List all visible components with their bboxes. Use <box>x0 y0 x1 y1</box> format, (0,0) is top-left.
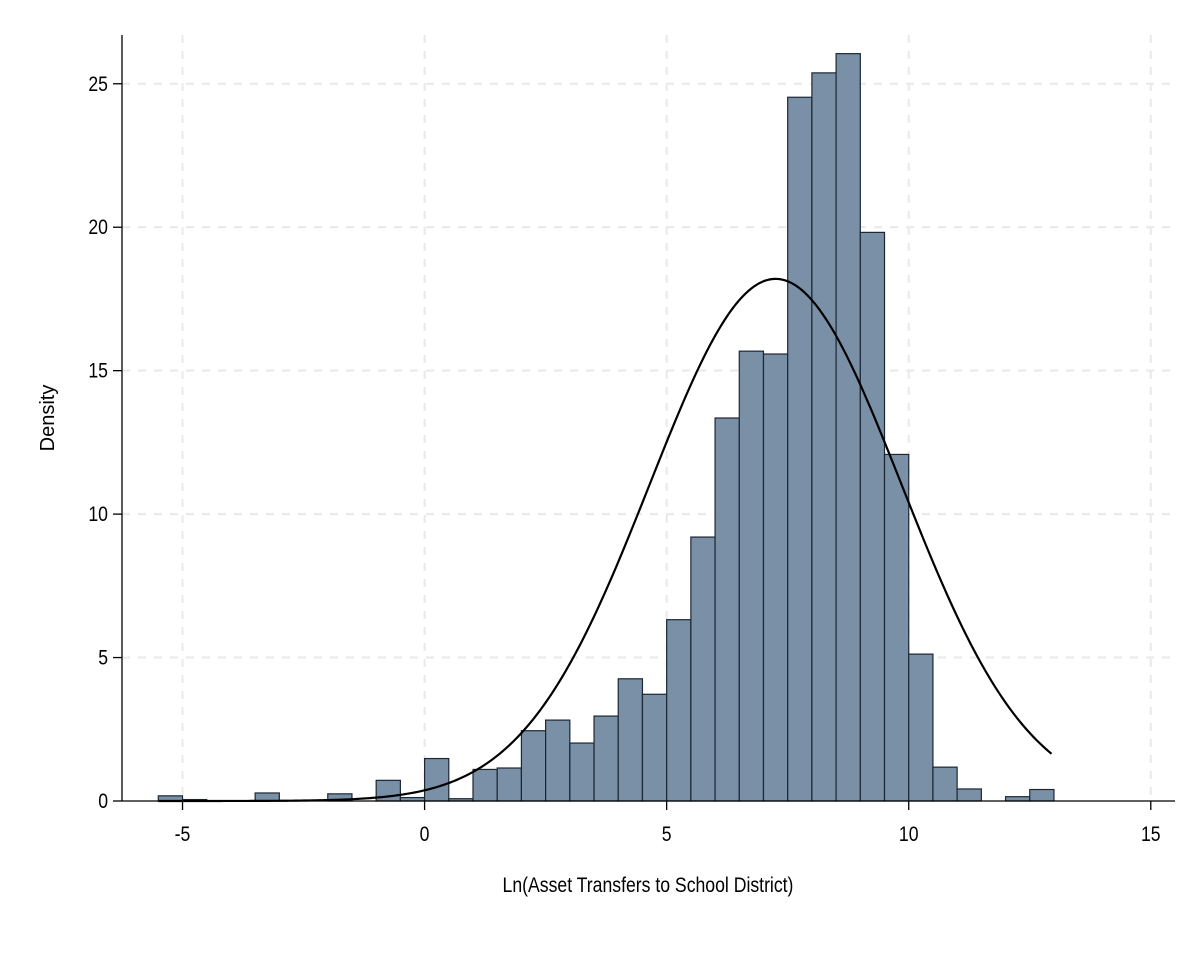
histogram-bar <box>593 715 619 802</box>
y-tick-label: 25 <box>88 72 108 96</box>
y-tick-label: 20 <box>88 216 108 240</box>
histogram-bar <box>545 719 571 802</box>
x-axis-title: Ln(Asset Transfers to School District) <box>503 874 794 898</box>
histogram-bar <box>1029 788 1055 802</box>
histogram-bar <box>496 767 523 802</box>
histogram-bar <box>666 619 692 802</box>
histogram-bar <box>956 788 982 802</box>
tick-marks: -5 0 5 10 15 0 5 10 15 20 25 <box>88 72 1160 846</box>
histogram-bar <box>859 231 886 802</box>
histogram-bar <box>738 350 765 802</box>
histogram-bar <box>423 757 450 802</box>
histogram-bar <box>908 653 934 802</box>
histogram-bar <box>617 678 644 802</box>
x-tick-label: 10 <box>899 823 919 847</box>
histogram-bars <box>157 53 1055 802</box>
y-tick-label: 15 <box>88 359 108 383</box>
histogram-bar <box>787 96 813 802</box>
y-tick-label: 10 <box>88 503 108 527</box>
histogram-bar <box>641 693 668 802</box>
y-tick-label: 5 <box>98 646 108 670</box>
x-tick-label: -5 <box>175 823 191 847</box>
y-axis-title: Density <box>37 385 59 452</box>
histogram-bar <box>835 53 861 802</box>
histogram-bar <box>714 417 740 802</box>
grid <box>122 35 1175 801</box>
histogram-bar <box>472 768 498 802</box>
histogram-bar <box>520 730 547 802</box>
axes <box>121 35 1175 802</box>
x-tick-label: 5 <box>662 823 672 847</box>
x-tick-label: 0 <box>420 823 430 847</box>
histogram-bar <box>811 72 837 802</box>
histogram-bar <box>883 453 910 802</box>
histogram-bar <box>690 536 716 802</box>
y-tick-label: 0 <box>98 790 108 814</box>
histogram-bar <box>569 742 595 802</box>
x-tick-label: 15 <box>1141 823 1161 847</box>
histogram-bar <box>932 766 958 802</box>
histogram-bar <box>762 353 789 802</box>
